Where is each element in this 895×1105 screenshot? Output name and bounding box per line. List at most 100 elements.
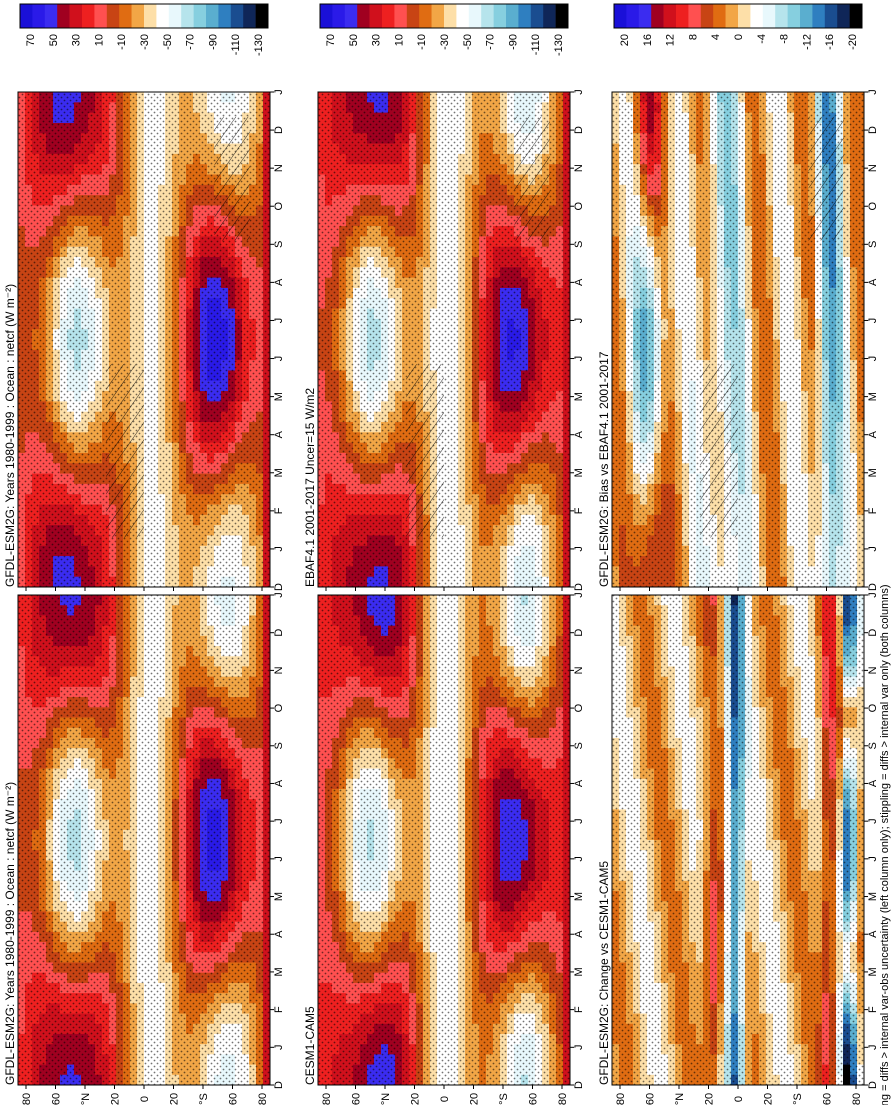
- month-tick-label: D: [573, 583, 585, 591]
- colorbar-tick-label: -130: [553, 34, 565, 56]
- month-tick-label: J: [273, 356, 285, 362]
- colorbar-tick-label: 10: [393, 34, 405, 46]
- colorbar-tick-label: -30: [139, 34, 151, 50]
- colorbar-swatch: [255, 4, 269, 28]
- month-tick-label: N: [573, 164, 585, 172]
- colorbar-swatch: [82, 4, 95, 28]
- hatching-overlay: [514, 116, 550, 241]
- colorbar-tick-label: -90: [207, 34, 219, 50]
- colorbar-swatch: [320, 4, 333, 28]
- colorbar-swatch: [543, 4, 556, 28]
- colorbar-swatch: [518, 4, 532, 28]
- colorbar-tick-label: -110: [530, 34, 542, 55]
- colorbar-swatch: [206, 4, 219, 28]
- colorbar: 70 50 30 10 -10 -30 -50 -70 -90 -110 -130: [19, 3, 269, 56]
- month-tick-label: M: [273, 468, 285, 477]
- month-tick-label: J: [273, 546, 285, 552]
- colorbar-swatch: [243, 4, 256, 28]
- colorbar-tick-label: 70: [325, 34, 337, 46]
- month-tick-label: D: [273, 583, 285, 591]
- colorbar-swatch: [20, 4, 33, 28]
- colorbar-tick-label: -10: [116, 34, 128, 50]
- colorbar-swatch: [230, 4, 244, 28]
- colorbar-swatch: [69, 4, 83, 28]
- colorbar-tick-label: -50: [462, 34, 474, 50]
- month-tick-label: A: [273, 278, 285, 286]
- colorbar-tick-label: -50: [162, 34, 174, 50]
- colorbar-tick-label: -110: [230, 34, 242, 55]
- month-tick-label: S: [273, 241, 285, 248]
- colorbar-swatch: [357, 4, 370, 28]
- month-tick-label: A: [573, 278, 585, 286]
- month-tick-label: N: [273, 164, 285, 172]
- panel-p5: DJFMAMJJASONDJ8060°N20020°S6080GFDL-ESM2…: [597, 3, 879, 607]
- colorbar-swatch: [382, 4, 395, 28]
- colorbar-swatch: [156, 4, 170, 28]
- month-tick-label: M: [573, 392, 585, 401]
- colorbar-swatch: [106, 4, 120, 28]
- colorbar-swatch: [94, 4, 108, 28]
- month-tick-label: D: [573, 126, 585, 134]
- colorbar-tick-label: 50: [48, 34, 60, 46]
- colorbar-frame: [19, 3, 269, 29]
- colorbar-swatch: [57, 4, 70, 28]
- colorbar-swatch: [419, 4, 432, 28]
- hatching-overlay: [106, 364, 144, 538]
- colorbar-tick-label: 50: [348, 34, 360, 46]
- month-tick-label: M: [573, 468, 585, 477]
- colorbar-swatch: [44, 4, 58, 28]
- month-tick-label: J: [273, 318, 285, 324]
- colorbar-swatch: [131, 4, 145, 28]
- colorbar-swatch: [332, 4, 346, 28]
- colorbar-tick-label: 30: [71, 34, 83, 46]
- colorbar-swatch: [369, 4, 383, 28]
- colorbar-swatch: [119, 4, 132, 28]
- colorbar-swatch: [193, 4, 207, 28]
- colorbar-tick-label: 10: [93, 34, 105, 46]
- month-tick-label: A: [273, 430, 285, 438]
- month-tick-label: O: [273, 202, 285, 211]
- colorbar-swatch: [493, 4, 507, 28]
- colorbar-tick-label: -30: [439, 34, 451, 50]
- month-tick-label: D: [273, 126, 285, 134]
- colorbar-swatch: [530, 4, 544, 28]
- panel-p1: DJFMAMJJASONDJ8060°N20020°S6080GFDL-ESM2…: [3, 3, 285, 607]
- colorbar-swatch: [468, 4, 482, 28]
- colorbar-swatch: [218, 4, 232, 28]
- month-tick-label: J: [573, 89, 585, 95]
- colorbar-swatch: [481, 4, 494, 28]
- colorbar-swatch: [431, 4, 445, 28]
- colorbar-tick-label: -90: [507, 34, 519, 50]
- colorbar-swatch: [456, 4, 470, 28]
- colorbar: 70 50 30 10 -10 -30 -50 -70 -90 -110 -130: [319, 3, 569, 56]
- month-tick-label: J: [573, 546, 585, 552]
- month-tick-label: O: [573, 202, 585, 211]
- colorbar-tick-label: 30: [371, 34, 383, 46]
- month-tick-label: F: [573, 507, 585, 514]
- month-tick-label: J: [573, 318, 585, 324]
- colorbar-swatch: [168, 4, 182, 28]
- colorbar-swatch: [506, 4, 519, 28]
- panel-title: EBAF4.1 2001-2017 Uncer=15 W/m2: [303, 388, 317, 587]
- hatching-overlay: [406, 364, 444, 538]
- colorbar-tick-label: -130: [253, 34, 265, 56]
- panels-group: DJFMAMJJASONDJ8060°N20020°S6080GFDL-ESM2…: [3, 3, 879, 1105]
- colorbar-tick-label: -70: [185, 34, 197, 50]
- colorbar-frame: [319, 3, 569, 29]
- month-tick-label: J: [573, 356, 585, 362]
- month-tick-label: S: [573, 241, 585, 248]
- panel-title: GFDL-ESM2G: Years 1980-1999 : Ocean : ne…: [3, 284, 17, 587]
- colorbar-swatch: [394, 4, 408, 28]
- hatching-overlay: [214, 116, 250, 241]
- colorbar-tick-label: -70: [485, 34, 497, 50]
- colorbar-swatch: [406, 4, 420, 28]
- colorbar-swatch: [144, 4, 157, 28]
- colorbar-tick-label: 70: [25, 34, 37, 46]
- colorbar-swatch: [32, 4, 46, 28]
- colorbar-swatch: [555, 4, 569, 28]
- month-tick-label: M: [273, 392, 285, 401]
- month-tick-label: F: [273, 507, 285, 514]
- month-tick-label: J: [273, 89, 285, 95]
